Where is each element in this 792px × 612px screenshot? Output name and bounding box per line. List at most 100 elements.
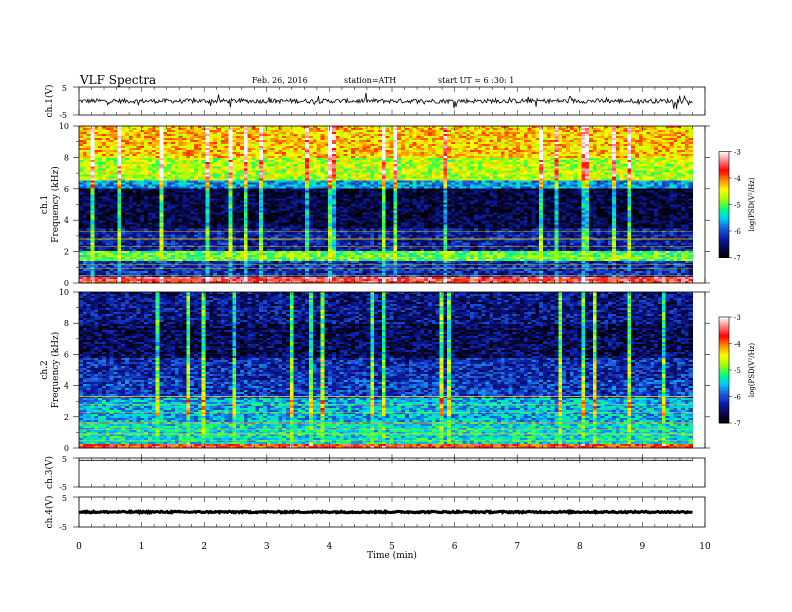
psd-cell — [220, 156, 226, 159]
psd-cell — [404, 130, 410, 133]
psd-cell — [424, 136, 429, 139]
psd-cell — [144, 142, 149, 145]
psd-cell — [366, 132, 371, 135]
psd-cell — [247, 130, 253, 133]
psd-cell — [167, 138, 172, 141]
psd-cell — [657, 152, 663, 155]
psd-cell — [217, 146, 222, 149]
psd-cell — [688, 136, 693, 139]
psd-cell — [657, 150, 663, 153]
psd-cell — [500, 144, 506, 147]
psd-cell — [366, 134, 371, 137]
psd-cell — [220, 150, 226, 153]
psd-cell — [654, 142, 659, 145]
psd-cell — [358, 156, 364, 159]
psd-cell — [167, 150, 172, 153]
psd-cell — [496, 138, 502, 141]
psd-cell — [240, 148, 245, 151]
psd-cell — [615, 152, 621, 155]
psd-cell — [462, 128, 467, 131]
psd-cell — [504, 146, 509, 149]
psd-cell — [332, 144, 337, 147]
psd-cell — [531, 156, 536, 159]
psd-cell — [657, 144, 663, 147]
psd-cell — [408, 126, 414, 129]
psd-cell — [347, 146, 352, 149]
psd-cell — [523, 142, 529, 145]
psd-cell — [420, 150, 425, 153]
psd-cell — [209, 140, 214, 143]
psd-cell — [427, 128, 433, 131]
psd-cell — [82, 134, 88, 137]
psd-cell — [366, 140, 371, 143]
psd-cell — [565, 154, 571, 157]
psd-cell — [155, 132, 161, 135]
psd-cell — [266, 146, 272, 149]
psd-cell — [259, 156, 264, 159]
psd-cell — [171, 150, 176, 153]
psd-cell — [194, 150, 199, 153]
psd-cell — [466, 142, 471, 145]
psd-cell — [577, 130, 582, 133]
psd-cell — [102, 136, 107, 139]
psd-cell — [634, 130, 640, 133]
psd-cell — [94, 126, 99, 129]
psd-cell — [673, 132, 678, 135]
psd-cell — [531, 142, 536, 145]
psd-cell — [677, 138, 682, 141]
psd-cell — [155, 140, 161, 143]
psd-cell — [581, 132, 586, 135]
psd-cell — [82, 142, 88, 145]
psd-cell — [539, 144, 544, 147]
psd-cell — [519, 132, 525, 135]
psd-cell — [504, 130, 509, 133]
psd-cell — [531, 128, 536, 131]
psd-cell — [305, 136, 310, 139]
psd-cell — [374, 146, 379, 149]
psd-cell — [155, 150, 161, 153]
psd-cell — [186, 146, 191, 149]
psd-cell — [209, 148, 214, 151]
psd-cell — [297, 126, 302, 129]
psd-cell — [519, 136, 525, 139]
psd-cell — [224, 154, 230, 157]
psd-cell — [159, 142, 164, 145]
psd-cell — [688, 144, 693, 147]
psd-cell — [140, 134, 145, 137]
psd-cell — [516, 138, 521, 141]
psd-cell — [305, 138, 310, 141]
psd-cell — [347, 148, 352, 151]
psd-cell — [435, 150, 440, 153]
psd-cell — [274, 142, 279, 145]
psd-cell — [217, 138, 222, 141]
psd-cell — [140, 126, 145, 129]
psd-cell — [140, 130, 145, 133]
psd-cell — [462, 154, 467, 157]
psd-cell — [339, 130, 345, 133]
psd-cell — [600, 148, 605, 151]
psd-cell — [592, 134, 598, 137]
psd-cell — [159, 128, 164, 131]
psd-cell — [155, 148, 161, 151]
psd-cell — [504, 154, 509, 157]
psd-cell — [320, 148, 325, 151]
psd-cell — [435, 156, 440, 159]
psd-cell — [217, 142, 222, 145]
psd-cell — [136, 144, 141, 147]
psd-cell — [289, 144, 295, 147]
psd-cell — [224, 138, 230, 141]
psd-cell — [516, 134, 521, 137]
psd-cell — [596, 146, 601, 149]
psd-cell — [657, 156, 663, 159]
psd-cell — [431, 132, 437, 135]
psd-cell — [588, 154, 594, 157]
psd-cell — [316, 154, 322, 157]
psd-cell — [266, 136, 272, 139]
psd-cell — [447, 146, 452, 149]
psd-cell — [243, 144, 249, 147]
psd-cell — [312, 144, 318, 147]
psd-cell — [332, 148, 337, 151]
psd-cell — [680, 138, 686, 141]
psd-cell — [554, 126, 559, 129]
